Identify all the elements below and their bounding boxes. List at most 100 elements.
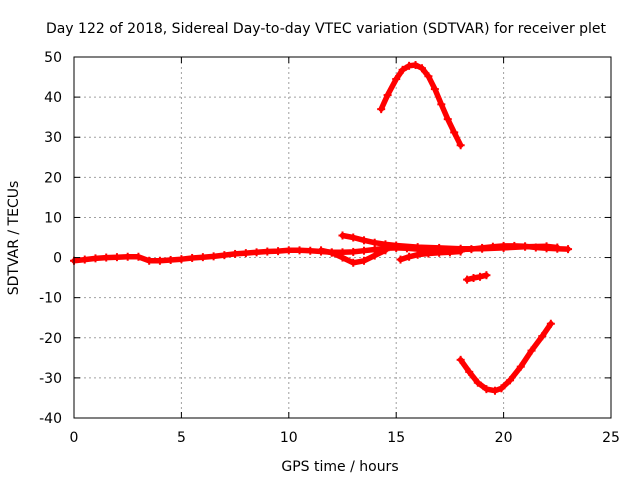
data-point xyxy=(435,248,444,257)
data-point xyxy=(359,236,368,245)
data-point xyxy=(430,85,439,94)
data-point xyxy=(405,252,414,261)
data-point xyxy=(482,385,491,394)
data-point xyxy=(188,253,197,262)
x-tick-label: 5 xyxy=(177,430,186,446)
data-point xyxy=(456,247,465,256)
y-tick-label: 30 xyxy=(44,130,62,146)
y-tick-label: 40 xyxy=(44,90,62,106)
data-point xyxy=(445,248,454,257)
series-layer xyxy=(70,61,573,395)
data-point xyxy=(102,253,111,262)
data-point xyxy=(542,242,551,251)
data-point xyxy=(450,128,459,137)
data-point xyxy=(424,72,433,81)
y-axis-label: SDTVAR / TECUs xyxy=(6,181,22,296)
data-point xyxy=(473,378,482,387)
data-point xyxy=(553,243,562,252)
data-point xyxy=(392,75,401,84)
y-tick-label: -10 xyxy=(39,291,62,307)
data-point xyxy=(413,250,422,259)
x-axis-label: GPS time / hours xyxy=(281,459,398,475)
data-point xyxy=(491,386,500,395)
data-point xyxy=(538,332,547,341)
data-point xyxy=(317,246,326,255)
data-point xyxy=(295,246,304,255)
data-point xyxy=(465,367,474,376)
data-point xyxy=(145,256,154,265)
data-point xyxy=(177,255,186,264)
data-point xyxy=(392,241,401,250)
data-point xyxy=(417,64,426,73)
chart-title: Day 122 of 2018, Sidereal Day-to-day VTE… xyxy=(46,21,607,37)
data-point xyxy=(306,246,315,255)
y-tick-label: 10 xyxy=(44,210,62,226)
data-point xyxy=(398,65,407,74)
data-point xyxy=(349,258,358,267)
grid xyxy=(74,57,611,418)
data-point xyxy=(123,252,132,261)
data-point xyxy=(475,272,484,281)
y-tick-label: -40 xyxy=(39,411,62,427)
data-point xyxy=(396,255,405,264)
data-point xyxy=(263,247,272,256)
data-point xyxy=(527,346,536,355)
data-point xyxy=(482,271,491,280)
data-point xyxy=(411,61,420,70)
data-point xyxy=(349,247,358,256)
data-point xyxy=(506,376,515,385)
data-point xyxy=(284,246,293,255)
series-arc-high xyxy=(378,62,464,148)
data-point xyxy=(349,233,358,242)
x-tick-label: 25 xyxy=(602,430,620,446)
data-point xyxy=(209,252,218,261)
series-arc-low xyxy=(457,320,554,394)
data-point xyxy=(469,274,478,283)
data-point xyxy=(516,362,525,371)
y-tick-label: 0 xyxy=(53,251,62,267)
data-point xyxy=(499,243,508,252)
data-point xyxy=(456,355,465,364)
data-point xyxy=(91,254,100,263)
data-point xyxy=(424,249,433,258)
data-point xyxy=(546,319,555,328)
data-point xyxy=(437,100,446,109)
data-point xyxy=(383,91,392,100)
plot-frame xyxy=(73,56,612,419)
x-tick-label: 10 xyxy=(280,430,298,446)
data-point xyxy=(370,251,379,260)
data-point xyxy=(338,231,347,240)
axis-ticks: 0 5 10 15 20 25 -40 -30 -20 -10 0 10 20 30 40 50 xyxy=(39,50,620,446)
data-point xyxy=(155,256,164,265)
y-tick-label: 20 xyxy=(44,170,62,186)
y-tick-label: -30 xyxy=(39,371,62,387)
data-point xyxy=(443,115,452,124)
x-tick-label: 0 xyxy=(70,430,79,446)
data-point xyxy=(521,242,530,251)
data-point xyxy=(241,249,250,258)
data-point xyxy=(359,246,368,255)
data-point xyxy=(220,251,229,260)
data-point xyxy=(80,255,89,264)
data-point xyxy=(564,245,573,254)
data-point xyxy=(359,256,368,265)
data-point xyxy=(134,252,143,261)
x-tick-label: 15 xyxy=(387,430,405,446)
data-point xyxy=(252,248,261,257)
data-point xyxy=(112,253,121,262)
data-point xyxy=(463,275,472,284)
x-tick-label: 20 xyxy=(495,430,513,446)
data-point xyxy=(381,240,390,249)
data-point xyxy=(327,248,336,257)
y-tick-label: -20 xyxy=(39,331,62,347)
data-point xyxy=(497,384,506,393)
data-point xyxy=(413,243,422,252)
data-point xyxy=(377,105,386,114)
data-point xyxy=(166,255,175,264)
data-point xyxy=(198,253,207,262)
y-tick-label: 50 xyxy=(44,50,62,66)
data-point xyxy=(231,249,240,258)
data-point xyxy=(456,141,465,150)
data-point xyxy=(274,247,283,256)
